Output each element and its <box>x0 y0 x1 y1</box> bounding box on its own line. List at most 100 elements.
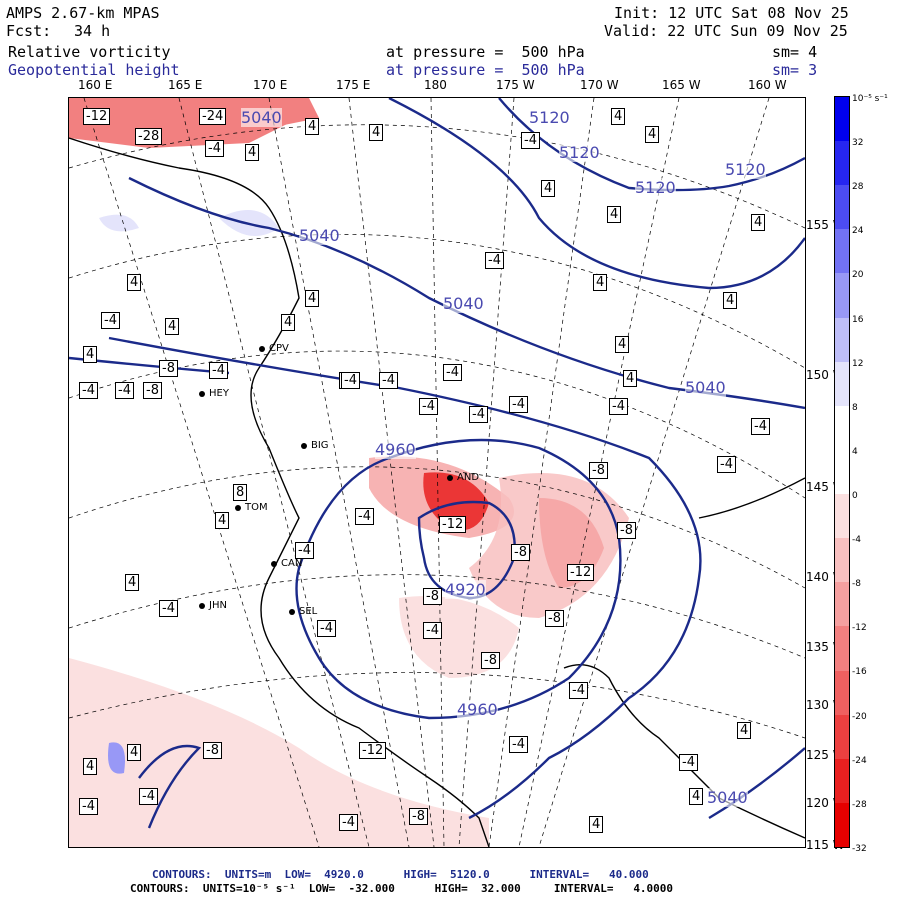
vort-label: 4 <box>125 574 140 591</box>
vort-label: 4 <box>83 758 98 775</box>
height-label: 4920 <box>445 580 486 599</box>
vort-label: -8 <box>143 382 162 399</box>
colorbar-segment <box>835 229 849 274</box>
vort-label: -4 <box>609 398 628 415</box>
colorbar-segment <box>835 361 849 406</box>
lon-label: 175 E <box>336 78 371 92</box>
lon-label: 160 W <box>748 78 787 92</box>
vort-label: -4 <box>751 418 770 435</box>
height-label: 5120 <box>635 178 676 197</box>
colorbar-segment <box>835 405 849 450</box>
station-label: JHN <box>199 600 227 611</box>
lon-label: 165 W <box>662 78 701 92</box>
vort-label: 4 <box>607 206 622 223</box>
vort-label: 4 <box>723 292 738 309</box>
vort-label: 4 <box>245 144 260 161</box>
vort-label: 4 <box>281 314 296 331</box>
vort-label: -28 <box>135 128 163 145</box>
colorbar-segment <box>835 273 849 318</box>
colorbar-tick: -28 <box>852 799 867 810</box>
vort-label: -4 <box>469 406 488 423</box>
vort-label: 4 <box>611 108 626 125</box>
height-label: 5040 <box>443 294 484 313</box>
colorbar-tick: -4 <box>852 535 861 546</box>
field2-name: Geopotential height <box>8 61 180 79</box>
colorbar-segment <box>835 185 849 230</box>
vort-label: -4 <box>79 382 98 399</box>
vort-label: -4 <box>339 814 358 831</box>
colorbar-tick: 28 <box>852 182 864 193</box>
colorbar-segment <box>835 802 849 847</box>
vort-label: -4 <box>717 456 736 473</box>
vort-label: -4 <box>341 372 360 389</box>
colorbar-tick: -32 <box>852 843 867 854</box>
vort-label: -4 <box>423 622 442 639</box>
colorbar-tick: 4 <box>852 446 858 457</box>
vort-label: -4 <box>209 362 228 379</box>
vort-label: -4 <box>115 382 134 399</box>
vort-label: -4 <box>509 396 528 413</box>
map-panel[interactable]: 5120 5120 5120 5120 5040 5040 5040 5040 … <box>68 97 806 848</box>
vort-label: -8 <box>409 808 428 825</box>
vort-label: 4 <box>305 118 320 135</box>
vort-label: -8 <box>545 610 564 627</box>
station-label: HEY <box>199 388 229 399</box>
field2-pressure: at pressure = 500 hPa <box>386 61 585 79</box>
lon-label: 165 E <box>168 78 203 92</box>
vort-label: 4 <box>215 512 230 529</box>
station-label: CAN <box>270 558 303 569</box>
field1-name: Relative vorticity <box>8 43 171 61</box>
vort-label: 4 <box>305 290 320 307</box>
lon-label: 160 E <box>78 78 113 92</box>
vort-label: -4 <box>295 542 314 559</box>
colorbar-tick: 0 <box>852 491 858 501</box>
field1-pressure: at pressure = 500 hPa <box>386 43 585 61</box>
vort-label: 4 <box>127 274 142 291</box>
colorbar-tick: 20 <box>852 270 864 281</box>
colorbar-segment <box>835 626 849 671</box>
model-title: AMPS 2.67-km MPAS <box>6 4 160 22</box>
height-label: 5120 <box>559 143 600 162</box>
colorbar-segment <box>835 494 849 539</box>
colorbar <box>834 96 850 848</box>
vort-label: -4 <box>443 364 462 381</box>
lon-label: 170 E <box>253 78 288 92</box>
vort-label: 4 <box>83 346 98 363</box>
colorbar-segment <box>835 758 849 803</box>
station-label: BIG <box>301 440 329 451</box>
vort-label: -12 <box>439 516 467 533</box>
vort-label: -4 <box>569 682 588 699</box>
height-label: 5120 <box>529 108 570 127</box>
vort-label: -12 <box>567 564 595 581</box>
colorbar-segment <box>835 538 849 583</box>
vort-label: -4 <box>485 252 504 269</box>
vort-label: -4 <box>419 398 438 415</box>
station-label: AND <box>446 472 480 483</box>
colorbar-segment <box>835 449 849 495</box>
colorbar-segment <box>835 141 849 186</box>
height-label: 5040 <box>685 378 726 397</box>
colorbar-tick: 24 <box>852 226 864 237</box>
vort-label: -8 <box>511 544 530 561</box>
colorbar-unit: 10⁻⁵ s⁻¹ <box>852 94 888 104</box>
valid-time: Valid: 22 UTC Sun 09 Nov 25 <box>604 22 848 40</box>
colorbar-segment <box>835 582 849 627</box>
colorbar-segment <box>835 670 849 715</box>
colorbar-tick: 8 <box>852 402 858 413</box>
vort-label: 4 <box>541 180 556 197</box>
vort-label: 4 <box>623 370 638 387</box>
vort-label: -12 <box>359 742 387 759</box>
height-label: 5040 <box>241 108 282 127</box>
colorbar-segment <box>835 714 849 759</box>
footer-height-contours: CONTOURS: UNITS=m LOW= 4920.0 HIGH= 5120… <box>152 868 649 881</box>
colorbar-segment <box>835 317 849 362</box>
vort-label: 4 <box>645 126 660 143</box>
station-label: TOM <box>235 502 268 513</box>
vort-label: -4 <box>379 372 398 389</box>
vort-label: -4 <box>509 736 528 753</box>
vort-label: -4 <box>79 798 98 815</box>
vort-label: 4 <box>589 816 604 833</box>
vort-label: 4 <box>689 788 704 805</box>
vort-label: -4 <box>101 312 120 329</box>
vort-label: -4 <box>205 140 224 157</box>
